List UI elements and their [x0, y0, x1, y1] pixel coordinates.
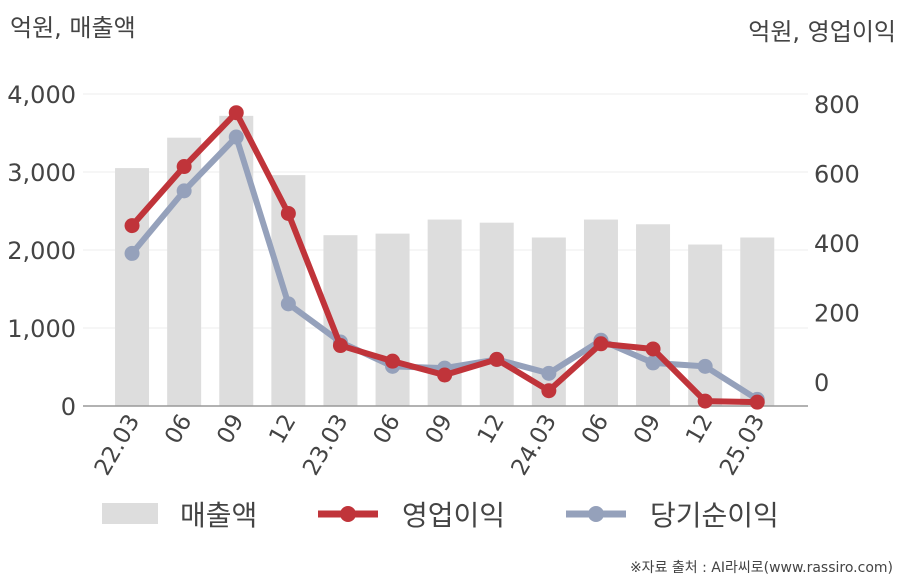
right-tick-label: 800 [814, 91, 860, 119]
source-note: ※자료 출처 : AI라씨로(www.rassiro.com) [630, 560, 893, 576]
data-point [489, 351, 505, 367]
legend-item-net-income: 당기순이익 [566, 499, 779, 532]
data-point [697, 393, 713, 409]
line-series [124, 105, 765, 410]
x-tick-label: 06 [369, 410, 406, 448]
x-tick-label: 09 [421, 410, 458, 448]
left-tick-label: 1,000 [7, 315, 76, 343]
x-tick-label: 09 [212, 410, 249, 448]
bar [375, 233, 410, 406]
data-point [280, 296, 296, 312]
data-point [176, 183, 192, 199]
x-tick-label: 12 [264, 410, 301, 448]
bar [583, 219, 618, 406]
data-point [645, 341, 661, 357]
data-point [332, 338, 348, 354]
data-point [228, 129, 244, 145]
x-tick-label: 06 [160, 410, 197, 448]
legend-label-revenue: 매출액 [180, 499, 257, 532]
data-point [645, 355, 661, 371]
legend-swatch-revenue [102, 503, 158, 524]
left-axis-title: 억원, 매출액 [10, 14, 136, 42]
bar [636, 224, 671, 406]
x-tick-label: 12 [681, 410, 718, 448]
legend-marker-net-income [588, 506, 604, 522]
data-point [176, 159, 192, 175]
x-tick-label: 24.03 [507, 410, 562, 480]
legend-label-net-income: 당기순이익 [650, 499, 779, 532]
data-point [593, 336, 609, 352]
x-tick-label: 06 [577, 410, 614, 448]
right-tick-label: 200 [814, 300, 860, 328]
legend-label-operating-profit: 영업이익 [402, 499, 505, 532]
x-tick-label: 09 [629, 410, 666, 448]
right-tick-label: 400 [814, 230, 860, 258]
legend-item-revenue: 매출액 [102, 499, 257, 532]
left-tick-label: 3,000 [7, 159, 76, 187]
data-point [541, 365, 557, 381]
right-axis-title: 억원, 영업이익 [748, 18, 896, 46]
right-axis-ticks: 0 200 400 600 800 [814, 91, 860, 397]
bar [219, 115, 254, 406]
bar [740, 237, 775, 406]
data-point [124, 245, 140, 261]
legend: 매출액 영업이익 당기순이익 [102, 499, 779, 532]
left-tick-label: 4,000 [7, 81, 76, 109]
bar [115, 168, 150, 406]
legend-marker-operating-profit [340, 506, 356, 522]
left-tick-label: 0 [61, 393, 76, 421]
x-tick-label: 12 [473, 410, 510, 448]
x-tick-label: 23.03 [298, 410, 353, 480]
data-point [228, 105, 244, 121]
x-tick-label: 25.03 [715, 410, 770, 480]
data-point [437, 367, 453, 383]
bar [688, 244, 723, 406]
bar [479, 222, 514, 406]
right-tick-label: 0 [814, 369, 829, 397]
data-point [280, 205, 296, 221]
x-tick-label: 22.03 [90, 410, 145, 480]
right-tick-label: 600 [814, 161, 860, 189]
data-point [749, 394, 765, 410]
data-point [697, 358, 713, 374]
left-axis-ticks: 0 1,000 2,000 3,000 4,000 [7, 81, 76, 421]
legend-item-operating-profit: 영업이익 [318, 499, 505, 532]
left-tick-label: 2,000 [7, 237, 76, 265]
data-point [124, 218, 140, 234]
data-point [541, 383, 557, 399]
data-point [385, 353, 401, 369]
